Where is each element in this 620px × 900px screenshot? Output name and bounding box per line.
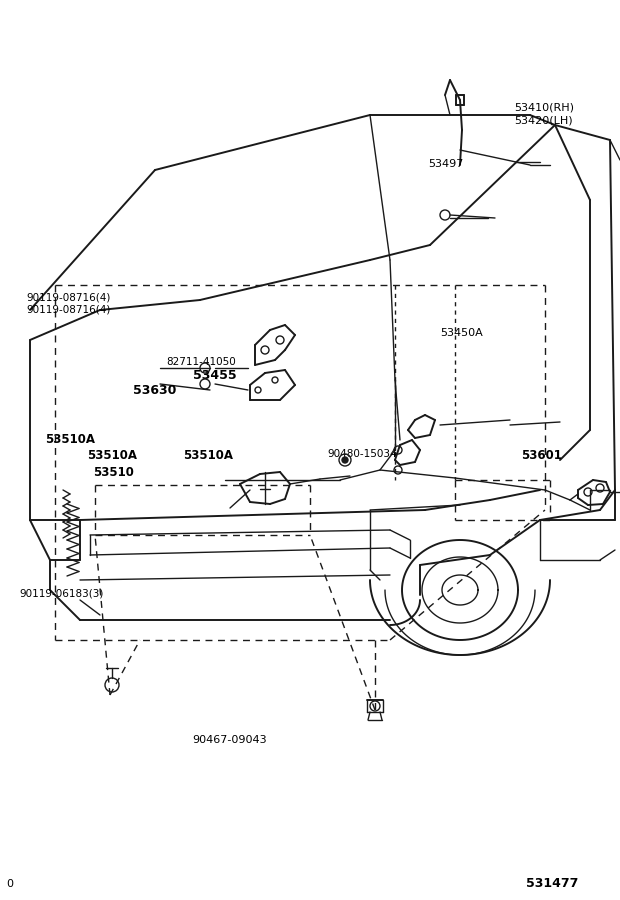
Text: 53510A: 53510A <box>87 449 137 462</box>
Text: 0: 0 <box>6 878 13 889</box>
Circle shape <box>342 457 348 463</box>
Text: 53510: 53510 <box>93 466 134 479</box>
Text: 90467-09043: 90467-09043 <box>192 734 267 745</box>
Text: 53497: 53497 <box>428 158 463 169</box>
Text: 90480-15034: 90480-15034 <box>327 448 397 459</box>
Text: 53420(LH): 53420(LH) <box>515 115 574 126</box>
Text: 53455: 53455 <box>193 369 237 382</box>
Text: 531477: 531477 <box>526 878 578 890</box>
Text: 90119-06183(3): 90119-06183(3) <box>20 589 104 599</box>
Text: 90119-08716(4): 90119-08716(4) <box>26 304 110 315</box>
Text: 53630: 53630 <box>133 384 177 397</box>
Text: 53510A: 53510A <box>45 433 95 446</box>
Text: 90119-08716(4): 90119-08716(4) <box>26 292 110 302</box>
Text: 53410(RH): 53410(RH) <box>515 103 575 113</box>
Text: 53510A: 53510A <box>184 449 234 462</box>
Text: 82711-41050: 82711-41050 <box>166 356 236 367</box>
Text: 53601: 53601 <box>521 449 562 462</box>
Text: 53450A: 53450A <box>440 328 483 338</box>
